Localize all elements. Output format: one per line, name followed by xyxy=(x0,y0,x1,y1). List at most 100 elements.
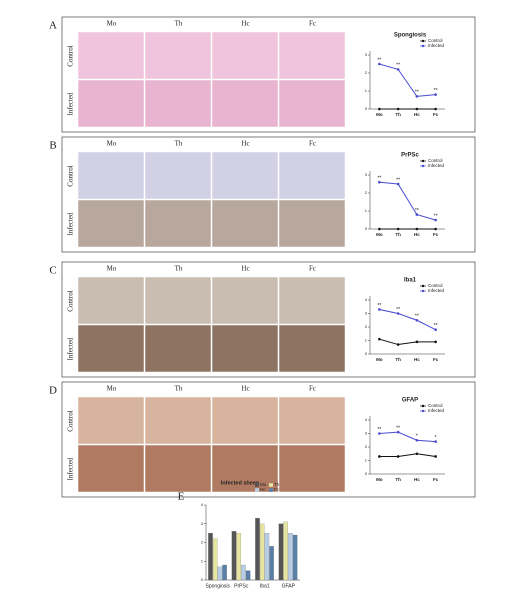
column-label: Hc xyxy=(241,265,249,273)
point xyxy=(378,62,381,66)
y-tick-label: 1 xyxy=(201,558,204,563)
y-tick-label: 3 xyxy=(365,311,368,316)
x-tick-label: GFAP xyxy=(282,583,296,589)
point xyxy=(415,340,419,344)
row-label: Control xyxy=(67,410,75,431)
micrograph xyxy=(144,444,212,493)
legend-label: Infected xyxy=(428,288,445,293)
micrograph xyxy=(211,396,279,445)
bar xyxy=(288,533,293,581)
y-tick-label: 2 xyxy=(365,70,368,75)
panel-frame xyxy=(61,136,476,253)
micrograph xyxy=(144,276,212,325)
column-label: Th xyxy=(175,385,183,393)
point xyxy=(396,455,400,458)
significance: * xyxy=(416,434,418,440)
significance: ** xyxy=(415,90,419,96)
significance: ** xyxy=(434,213,438,219)
column-label: Mo xyxy=(107,140,117,148)
series-line xyxy=(379,338,436,346)
y-tick-label: 3 xyxy=(365,431,368,436)
x-tick-label: Th xyxy=(395,112,401,117)
point xyxy=(378,308,381,311)
point xyxy=(378,455,381,458)
panel-letter: D xyxy=(49,385,57,397)
micrograph xyxy=(211,79,279,128)
column-label: Fc xyxy=(309,20,316,28)
point xyxy=(434,328,437,332)
series-line xyxy=(379,63,436,97)
micrograph xyxy=(211,276,279,325)
micrograph xyxy=(211,31,279,80)
significance: ** xyxy=(415,208,419,214)
bar xyxy=(217,566,223,581)
point xyxy=(434,455,437,458)
micrograph xyxy=(211,444,279,493)
column-label: Mo xyxy=(107,20,117,28)
point xyxy=(396,227,400,231)
panel-letter: E xyxy=(178,491,185,503)
bar xyxy=(283,521,288,581)
micrograph xyxy=(77,151,145,200)
column-label: Hc xyxy=(241,20,249,28)
point xyxy=(415,213,419,216)
column-label: Fc xyxy=(309,385,316,393)
x-tick-label: Mo xyxy=(376,112,383,117)
panel-frame xyxy=(61,381,476,498)
panel-frame xyxy=(61,16,476,133)
significance: ** xyxy=(396,425,400,431)
bar xyxy=(255,518,260,581)
micrograph xyxy=(278,199,346,248)
bar xyxy=(231,531,237,581)
point xyxy=(396,107,400,111)
x-tick-label: Fc xyxy=(433,232,439,237)
legend-swatch xyxy=(255,488,259,492)
legend-label: Mo xyxy=(260,482,267,487)
significance: ** xyxy=(396,307,400,313)
y-tick-label: 0 xyxy=(365,351,368,356)
point xyxy=(396,68,400,71)
x-tick-label: Hc xyxy=(414,477,420,482)
panel-letter: A xyxy=(49,20,57,32)
y-tick-label: 1 xyxy=(365,208,368,213)
bar xyxy=(241,564,246,581)
legend-swatch xyxy=(255,483,259,487)
significance: * xyxy=(435,435,437,441)
y-tick-label: 4 xyxy=(201,502,204,507)
x-tick-label: Hc xyxy=(414,357,420,362)
significance: ** xyxy=(434,323,438,329)
point xyxy=(396,182,400,186)
series-line xyxy=(379,308,436,331)
x-tick-label: Th xyxy=(395,357,401,362)
y-tick-label: 3 xyxy=(365,172,368,177)
row-label: Control xyxy=(67,290,75,311)
column-label: Hc xyxy=(241,140,249,148)
y-tick-label: 3 xyxy=(365,52,368,57)
legend-swatch xyxy=(269,483,273,487)
significance: ** xyxy=(377,57,381,63)
x-tick-label: Fc xyxy=(433,477,439,482)
point xyxy=(378,227,381,231)
micrograph xyxy=(278,31,346,80)
column-label: Mo xyxy=(107,385,117,393)
column-label: Fc xyxy=(309,265,316,273)
x-tick-label: Hc xyxy=(414,112,420,117)
row-label: Infected xyxy=(67,337,75,360)
row-label: Infected xyxy=(67,212,75,235)
x-tick-label: Iba1 xyxy=(260,583,270,589)
row-label: Infected xyxy=(67,92,75,115)
micrograph xyxy=(278,276,346,325)
significance: ** xyxy=(396,63,400,69)
micrograph xyxy=(278,396,346,445)
micrograph xyxy=(211,324,279,373)
legend-label: Hc xyxy=(260,487,266,492)
point xyxy=(434,218,437,222)
y-tick-label: 1 xyxy=(365,88,368,93)
micrograph xyxy=(211,199,279,248)
x-tick-label: PrPSc xyxy=(234,583,249,589)
legend-label: Th xyxy=(274,482,280,487)
legend-swatch xyxy=(269,488,273,492)
legend-label: Control xyxy=(428,283,443,288)
point xyxy=(434,93,437,96)
